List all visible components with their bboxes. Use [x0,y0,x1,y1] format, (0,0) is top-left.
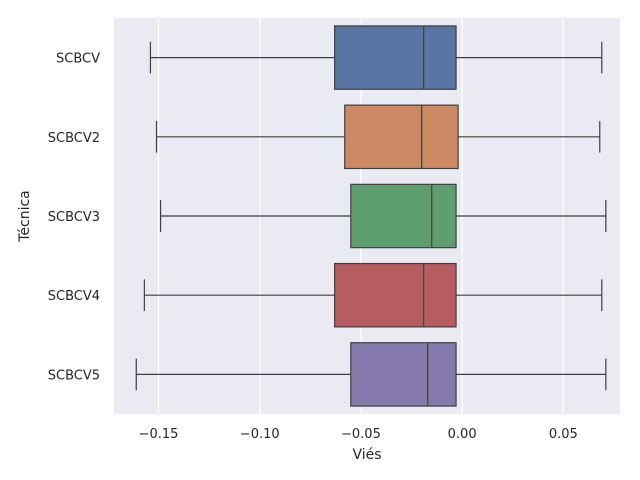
iqr-box [350,342,457,407]
y-axis-label: Técnica [17,190,33,243]
box-scbcv2 [155,104,601,170]
x-tick-label: −0.05 [341,427,381,442]
box-scbcv [149,25,603,90]
iqr-box [334,25,457,90]
y-tick-labels: SCBCV SCBCV2 SCBCV3 SCBCV4 SCBCV5 [48,52,100,384]
x-tick-label: 0.05 [549,427,578,442]
y-tick-label: SCBCV [56,52,100,67]
iqr-box [334,262,457,328]
y-tick-label: SCBCV4 [48,289,100,304]
boxes [135,25,607,407]
box-scbcv4 [143,262,603,328]
y-tick-label: SCBCV2 [48,131,100,146]
y-tick-label: SCBCV3 [48,210,100,225]
x-axis-label: Viés [352,447,381,463]
x-tick-labels: −0.15 −0.10 −0.05 0.00 0.05 [139,427,578,442]
box-scbcv5 [135,342,607,407]
x-tick-label: 0.00 [448,427,477,442]
iqr-box [350,183,457,249]
y-tick-label: SCBCV5 [48,368,100,383]
iqr-box [344,104,459,170]
x-tick-label: −0.15 [139,427,179,442]
x-tick-label: −0.10 [240,427,280,442]
box-scbcv3 [159,183,607,249]
